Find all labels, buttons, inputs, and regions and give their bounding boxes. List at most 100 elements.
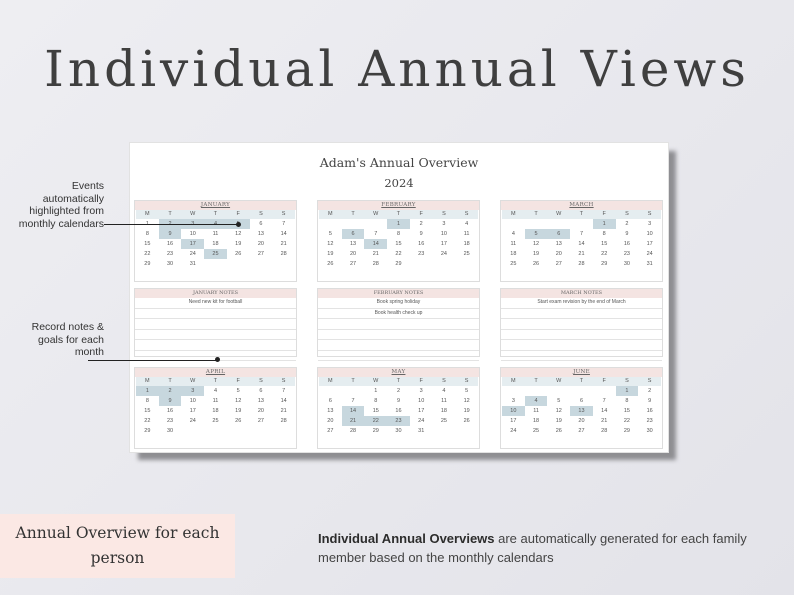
day-cell[interactable]: 15 xyxy=(372,408,379,414)
day-cell[interactable]: 13 xyxy=(555,241,562,247)
day-cell[interactable]: 28 xyxy=(601,428,608,434)
day-cell[interactable]: 20 xyxy=(350,251,357,257)
day-cell[interactable]: 3 xyxy=(419,388,423,394)
note-line[interactable] xyxy=(501,319,662,330)
day-cell[interactable]: 11 xyxy=(212,231,219,237)
day-cell[interactable]: 20 xyxy=(555,251,562,257)
day-cell[interactable]: 23 xyxy=(167,418,174,424)
day-cell[interactable]: 20 xyxy=(327,418,334,424)
day-cell[interactable]: 27 xyxy=(257,418,264,424)
day-cell[interactable]: 7 xyxy=(351,398,355,404)
day-cell[interactable]: 10 xyxy=(189,231,196,237)
day-cell[interactable]: 19 xyxy=(463,408,470,414)
day-cell[interactable]: 6 xyxy=(259,388,263,394)
day-cell[interactable]: 1 xyxy=(374,388,378,394)
day-cell-highlighted[interactable]: 6 xyxy=(547,229,571,239)
day-cell[interactable]: 30 xyxy=(167,428,174,434)
day-cell[interactable]: 22 xyxy=(144,418,151,424)
day-cell-highlighted[interactable]: 17 xyxy=(181,239,205,249)
day-cell[interactable]: 9 xyxy=(648,398,652,404)
note-line[interactable]: Start exam revision by the end of March xyxy=(501,298,662,309)
day-cell[interactable]: 15 xyxy=(144,241,151,247)
day-cell[interactable]: 31 xyxy=(646,261,653,267)
day-cell[interactable]: 8 xyxy=(145,398,149,404)
day-cell[interactable]: 28 xyxy=(372,261,379,267)
day-cell-highlighted[interactable]: 1 xyxy=(387,219,410,229)
day-cell[interactable]: 6 xyxy=(579,398,584,404)
day-cell[interactable]: 29 xyxy=(372,428,379,434)
day-cell[interactable]: 5 xyxy=(465,388,469,394)
day-cell[interactable]: 15 xyxy=(623,408,630,414)
day-cell[interactable]: 19 xyxy=(327,251,334,257)
day-cell[interactable]: 19 xyxy=(235,408,242,414)
day-cell-highlighted[interactable]: 22 xyxy=(364,416,388,426)
day-cell-highlighted[interactable]: 1 xyxy=(592,219,616,229)
day-cell[interactable]: 18 xyxy=(463,241,470,247)
day-cell[interactable]: 24 xyxy=(510,428,517,434)
day-cell[interactable]: 17 xyxy=(440,241,447,247)
day-cell[interactable]: 29 xyxy=(623,428,630,434)
day-cell[interactable]: 15 xyxy=(601,241,608,247)
day-cell[interactable]: 28 xyxy=(578,261,585,267)
day-cell[interactable]: 22 xyxy=(623,418,630,424)
day-cell[interactable]: 3 xyxy=(648,221,652,227)
day-cell[interactable]: 8 xyxy=(625,398,629,404)
day-cell[interactable]: 8 xyxy=(145,231,149,237)
day-cell[interactable]: 24 xyxy=(189,418,196,424)
day-cell[interactable]: 19 xyxy=(555,418,562,424)
day-cell[interactable]: 10 xyxy=(418,398,425,404)
day-cell[interactable]: 23 xyxy=(623,251,630,257)
day-cell[interactable]: 25 xyxy=(463,251,470,257)
day-cell[interactable]: 10 xyxy=(189,398,196,404)
day-cell[interactable]: 18 xyxy=(510,251,517,257)
day-cell[interactable]: 25 xyxy=(533,428,540,434)
day-cell-highlighted[interactable]: 4 xyxy=(524,396,548,406)
day-cell[interactable]: 12 xyxy=(235,231,242,237)
day-cell-highlighted[interactable]: 14 xyxy=(364,239,388,249)
day-cell[interactable]: 31 xyxy=(418,428,425,434)
note-line[interactable] xyxy=(135,319,296,330)
note-line[interactable] xyxy=(501,330,662,340)
day-cell[interactable]: 30 xyxy=(646,428,653,434)
day-cell[interactable]: 11 xyxy=(463,231,470,237)
day-cell[interactable]: 17 xyxy=(510,418,517,424)
note-line[interactable] xyxy=(318,351,479,361)
day-cell[interactable]: 13 xyxy=(257,398,264,404)
day-cell[interactable]: 22 xyxy=(144,251,151,257)
day-cell[interactable]: 3 xyxy=(511,398,515,404)
note-line[interactable] xyxy=(501,351,662,361)
day-cell[interactable]: 16 xyxy=(167,241,174,247)
day-cell[interactable]: 21 xyxy=(601,418,608,424)
day-cell[interactable]: 18 xyxy=(212,241,219,247)
day-cell[interactable]: 29 xyxy=(601,261,608,267)
day-cell[interactable]: 16 xyxy=(395,408,402,414)
note-line[interactable] xyxy=(318,319,479,330)
day-cell[interactable]: 19 xyxy=(533,251,540,257)
day-cell[interactable]: 23 xyxy=(167,251,174,257)
day-cell[interactable]: 27 xyxy=(327,428,334,434)
day-cell[interactable]: 25 xyxy=(440,418,447,424)
day-cell[interactable]: 7 xyxy=(282,388,286,394)
day-cell[interactable]: 27 xyxy=(555,261,562,267)
day-cell[interactable]: 30 xyxy=(395,428,402,434)
day-cell-highlighted[interactable]: 9 xyxy=(158,229,182,239)
day-cell[interactable]: 17 xyxy=(646,241,653,247)
note-line[interactable] xyxy=(501,340,662,351)
day-cell[interactable]: 30 xyxy=(623,261,630,267)
note-line[interactable]: Book health check up xyxy=(318,309,479,319)
day-cell[interactable]: 5 xyxy=(328,231,332,237)
day-cell-highlighted[interactable]: 10 xyxy=(502,406,525,416)
day-cell[interactable]: 26 xyxy=(533,261,540,267)
day-cell[interactable]: 4 xyxy=(465,221,469,227)
day-cell[interactable]: 30 xyxy=(167,261,174,267)
day-cell[interactable]: 16 xyxy=(646,408,653,414)
day-cell[interactable]: 20 xyxy=(257,241,264,247)
day-cell[interactable]: 13 xyxy=(327,408,334,414)
day-cell[interactable]: 11 xyxy=(212,398,219,404)
note-line[interactable] xyxy=(318,330,479,340)
day-cell[interactable]: 20 xyxy=(257,408,264,414)
day-cell[interactable]: 10 xyxy=(646,231,653,237)
day-cell[interactable]: 12 xyxy=(235,398,242,404)
day-cell[interactable]: 22 xyxy=(395,251,402,257)
day-cell[interactable]: 26 xyxy=(463,418,470,424)
